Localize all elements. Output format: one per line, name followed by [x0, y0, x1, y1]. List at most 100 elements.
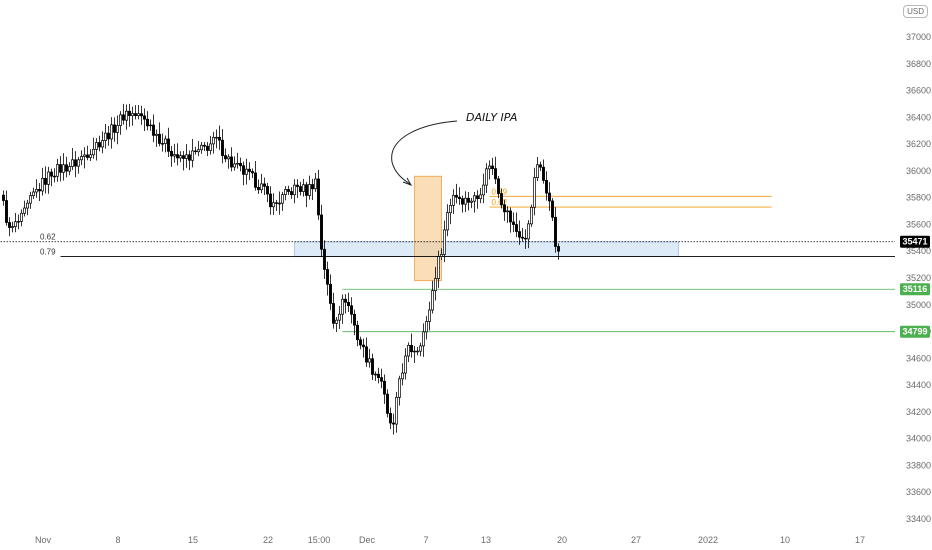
candle — [23, 200, 26, 217]
candle — [149, 119, 152, 131]
candle — [512, 212, 515, 233]
candle — [35, 179, 38, 198]
candle — [320, 204, 323, 257]
candle — [116, 115, 119, 145]
candle — [338, 306, 341, 329]
candle — [395, 391, 398, 433]
candle — [248, 162, 251, 181]
price-tick-label: 34400 — [906, 380, 931, 390]
level-label-0: 0.62 — [40, 233, 56, 242]
candle — [38, 183, 41, 202]
candle — [431, 280, 434, 314]
candle — [143, 108, 146, 132]
time-tick-label: 15 — [188, 535, 198, 545]
candle — [20, 209, 23, 227]
time-tick-label: 22 — [263, 535, 273, 545]
candle — [437, 250, 440, 288]
candle — [530, 204, 533, 227]
time-axis[interactable]: Nov 8 15 22 15:00 Dec 7 13 20 27 2022 10 17 — [35, 535, 865, 545]
level-label-5: 0.62 — [492, 198, 508, 207]
candle — [521, 228, 524, 242]
time-tick-label: 20 — [557, 535, 567, 545]
candle — [452, 189, 455, 215]
candle — [257, 179, 260, 194]
candle — [518, 220, 521, 245]
candle — [59, 156, 62, 182]
price-tick-label: 35200 — [906, 273, 931, 283]
currency-badge[interactable]: USD — [903, 5, 928, 18]
candle — [104, 124, 107, 149]
candle — [557, 243, 560, 260]
candle — [485, 163, 488, 194]
candle — [77, 157, 80, 174]
candle — [275, 199, 278, 211]
svg-text:34799: 34799 — [902, 327, 927, 337]
daily-ipa-box — [414, 175, 442, 282]
candle — [68, 162, 71, 176]
candle — [299, 181, 302, 196]
candle — [152, 114, 155, 143]
candle — [278, 191, 281, 215]
candle — [170, 145, 173, 167]
candle — [500, 188, 503, 209]
candle — [281, 191, 284, 211]
candle — [26, 199, 29, 216]
price-tick-label: 34000 — [906, 434, 931, 444]
candle — [41, 167, 44, 196]
candle — [539, 161, 542, 172]
candle — [428, 301, 431, 331]
candle — [515, 212, 518, 238]
candle — [449, 198, 452, 225]
candle — [440, 248, 443, 261]
candle — [200, 141, 203, 154]
candle — [239, 157, 242, 172]
candle — [482, 173, 485, 204]
candle — [131, 106, 134, 126]
candle — [17, 214, 20, 230]
candle — [179, 151, 182, 163]
candle — [71, 147, 74, 170]
candle — [287, 185, 290, 196]
candle — [284, 186, 287, 201]
candle — [494, 156, 497, 185]
candle — [488, 160, 491, 180]
price-tick-label: 34600 — [906, 353, 931, 363]
price-tick-label: 35800 — [906, 193, 931, 203]
candle — [545, 171, 548, 201]
price-tick-label: 33600 — [906, 487, 931, 497]
candle — [47, 166, 50, 194]
candle — [476, 190, 479, 209]
candle — [251, 168, 254, 179]
candles-layer — [2, 103, 560, 435]
candle — [146, 111, 149, 131]
candle — [86, 145, 89, 161]
candle — [389, 407, 392, 429]
candle — [176, 143, 179, 166]
candle — [173, 143, 176, 163]
candle — [422, 323, 425, 357]
candle — [356, 320, 359, 347]
candle — [107, 126, 110, 146]
candle — [323, 240, 326, 280]
candle — [224, 148, 227, 163]
candle — [551, 198, 554, 222]
candle — [266, 182, 269, 203]
price-axis[interactable]: 3340033600338003400034200344003460034800… — [906, 32, 931, 524]
candle — [497, 176, 500, 199]
candle — [119, 111, 122, 135]
candle — [254, 161, 257, 191]
candle — [110, 117, 113, 149]
time-tick-label: 17 — [855, 535, 865, 545]
candle — [335, 317, 338, 333]
candle — [461, 195, 464, 213]
candle — [344, 294, 347, 314]
candle — [191, 138, 194, 168]
candle — [353, 309, 356, 336]
time-tick-label: 15:00 — [308, 535, 331, 545]
time-tick-label: 10 — [780, 535, 790, 545]
price-tags-layer: 35471 35116 34799 — [900, 235, 930, 338]
candle — [227, 154, 230, 169]
candle — [212, 131, 215, 154]
candle — [332, 292, 335, 329]
